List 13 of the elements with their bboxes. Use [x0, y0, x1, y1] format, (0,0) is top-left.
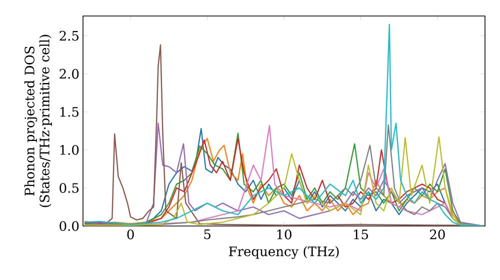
y-axis-title: Phonon projected DOS (States/THz·primitive cell)	[24, 34, 52, 208]
x-tick-label: 20	[430, 230, 445, 240]
y-tick-label: 2.5	[60, 30, 78, 41]
y-tick-label: 0.0	[60, 221, 79, 231]
x-tick-label: 5	[204, 230, 210, 240]
x-tick-label: 10	[277, 230, 292, 240]
x-tick-label: 0	[127, 230, 134, 240]
x-tick-label: 15	[354, 230, 368, 240]
x-axis-title: Frequency (THz)	[228, 246, 339, 259]
y-tick-label: 2.0	[60, 68, 79, 79]
y-tick-label: 1.5	[60, 106, 78, 117]
y-tick-label: 0.5	[60, 183, 78, 193]
y-tick-label: 1.0	[60, 144, 79, 155]
